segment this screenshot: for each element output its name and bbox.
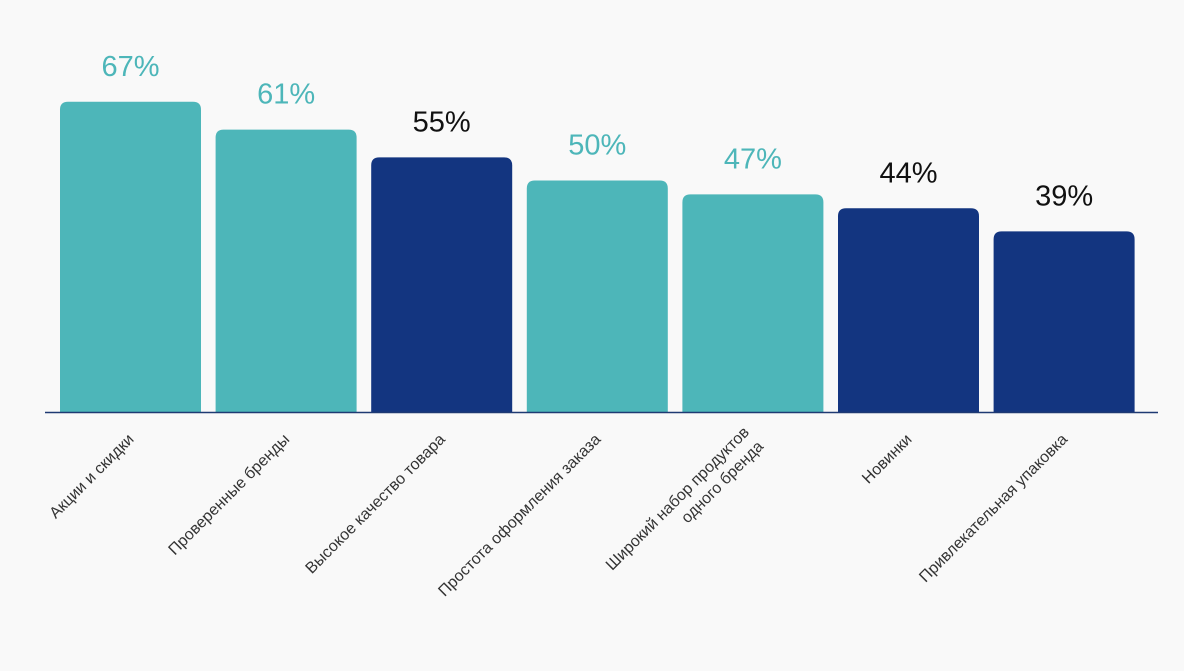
bar-1 (60, 101, 201, 412)
category-label-5: Широкий набор продуктоводного бренда (603, 424, 767, 588)
value-label-2: 61% (257, 79, 315, 111)
bars-layer (60, 101, 1135, 412)
bar-7 (993, 231, 1135, 412)
category-label-3: Высокое качество товара (302, 431, 448, 577)
bar-4 (526, 180, 668, 412)
value-labels-layer: 67% 61% 55% 50% 47% 44% 39% (101, 51, 1093, 213)
category-label-6: Новинки (859, 431, 915, 487)
value-label-7: 39% (1035, 180, 1093, 212)
bar-6 (838, 208, 979, 412)
category-label-4: Простота оформления заказа (435, 431, 604, 600)
value-label-6: 44% (879, 157, 937, 189)
category-label-1: Акции и скидки (47, 431, 138, 522)
value-label-5: 47% (724, 143, 782, 175)
category-labels-layer: Акции и скидки Проверенные бренды Высокое … (47, 424, 1072, 600)
value-label-1: 67% (101, 51, 159, 83)
bar-2 (215, 129, 357, 412)
value-label-3: 55% (413, 106, 471, 138)
value-label-4: 50% (568, 130, 626, 162)
bar-3 (371, 157, 513, 412)
category-label-7: Привлекательная упаковка (916, 431, 1071, 586)
bar-5 (682, 194, 824, 412)
category-label-2: Проверенные бренды (166, 431, 294, 559)
